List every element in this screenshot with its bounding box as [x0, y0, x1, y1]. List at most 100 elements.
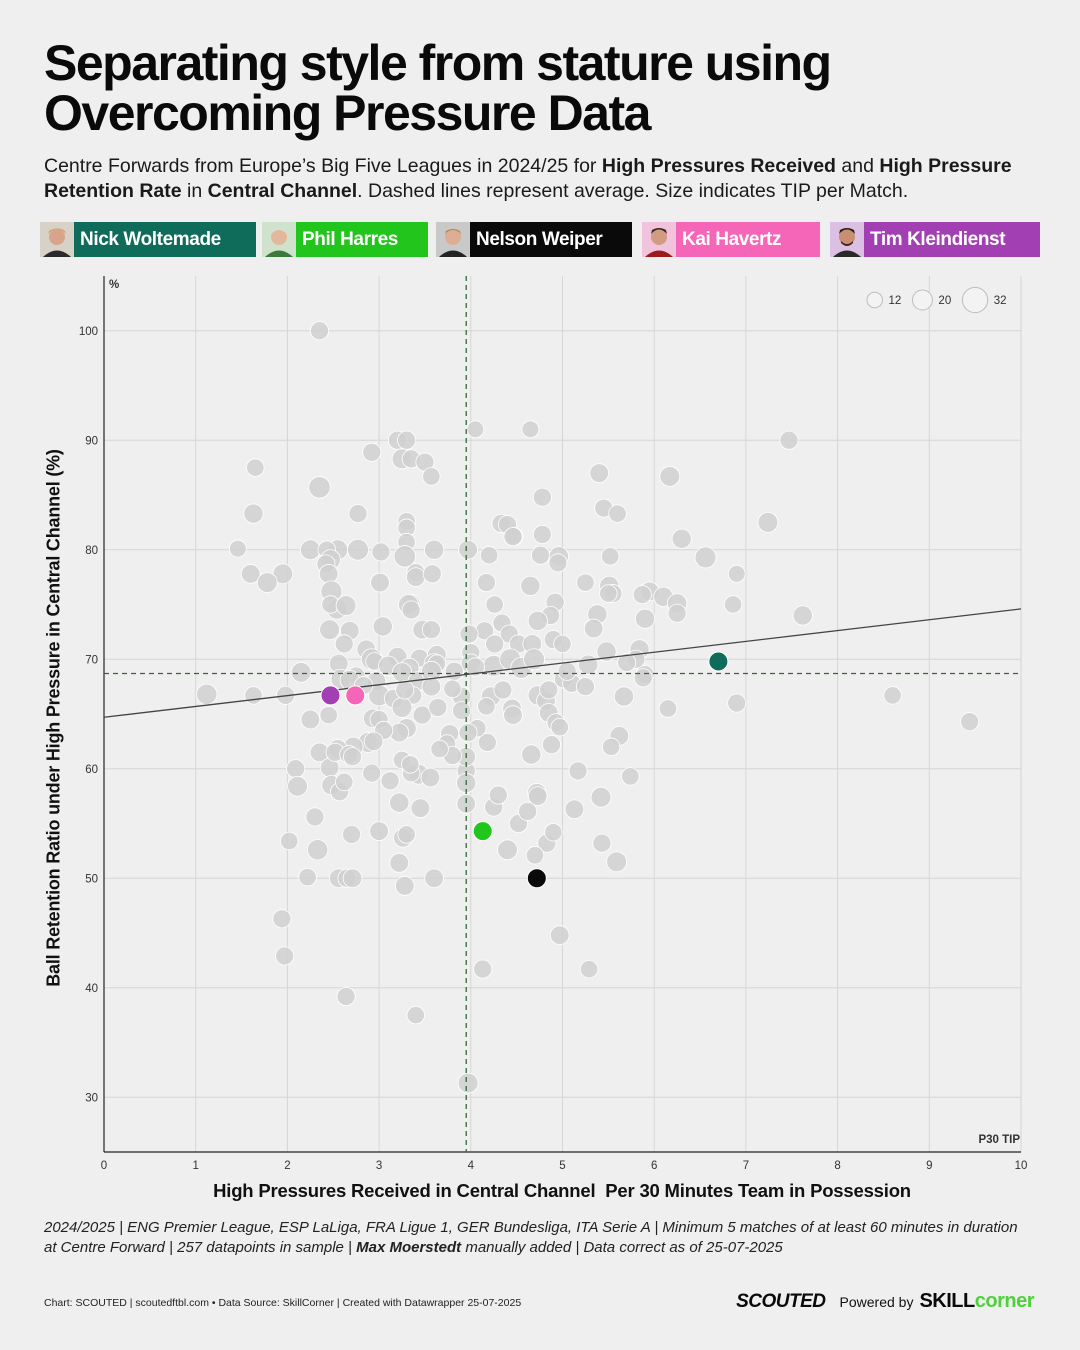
data-point: [290, 662, 312, 683]
data-point: [397, 430, 417, 450]
x-tick-label: 6: [651, 1160, 657, 1172]
player-tag-harres: Phil Harres: [262, 222, 428, 257]
data-point: [401, 600, 421, 620]
data-point: [532, 487, 552, 507]
data-point: [336, 987, 356, 1007]
data-point: [421, 620, 441, 640]
data-point: [601, 737, 621, 757]
data-point: [617, 653, 637, 673]
data-point: [488, 785, 508, 805]
size-legend-label: 32: [994, 295, 1007, 307]
data-point: [335, 772, 354, 792]
data-point: [493, 680, 513, 700]
data-point: [286, 759, 306, 779]
data-point: [406, 1005, 425, 1025]
data-point: [503, 527, 523, 547]
highlighted-point: [526, 868, 547, 889]
title-line-2: Overcoming Pressure Data: [44, 85, 651, 141]
data-point: [485, 595, 504, 614]
data-point: [362, 763, 382, 783]
x-tick-label: 0: [101, 1160, 107, 1172]
data-point: [405, 567, 426, 587]
data-point: [589, 463, 609, 483]
data-point: [477, 697, 496, 716]
data-point: [318, 564, 339, 584]
data-point: [632, 585, 652, 605]
x-tick-label: 3: [376, 1160, 382, 1172]
data-point: [727, 564, 746, 583]
player-photo-icon: [830, 222, 864, 257]
y-unit-label: %: [109, 279, 119, 291]
data-point: [244, 686, 263, 705]
data-point: [240, 564, 261, 584]
player-legend: Nick Woltemade Phil Harres Nelson Weiper…: [40, 222, 1040, 258]
data-point: [659, 466, 681, 487]
size-legend-circle: [961, 286, 989, 314]
data-point: [596, 641, 617, 662]
data-point: [452, 701, 472, 721]
size-legend-circle: [911, 289, 933, 311]
data-point: [243, 503, 264, 524]
data-point: [256, 572, 278, 593]
highlighted-point: [472, 821, 493, 842]
data-point: [370, 572, 390, 593]
data-point: [298, 867, 317, 887]
footnote-line-2-end: manually added | Data correct as of 25-0…: [461, 1239, 783, 1256]
data-point: [395, 680, 415, 700]
data-point: [576, 573, 595, 592]
size-legend-circle: [866, 291, 883, 309]
data-point: [459, 624, 479, 644]
data-point: [592, 833, 612, 853]
x-tick-label: 2: [284, 1160, 290, 1172]
data-point: [309, 321, 329, 341]
data-point: [371, 542, 391, 562]
y-tick-label: 80: [85, 545, 98, 557]
player-name: Tim Kleindienst: [870, 228, 1006, 250]
data-point: [723, 595, 743, 614]
footnote-line-2: at Centre Forward | 257 datapoints in sa…: [44, 1239, 357, 1256]
skillcorner-logo-accent: corner: [974, 1290, 1035, 1312]
data-point: [287, 775, 308, 797]
x-tick-label: 4: [468, 1160, 475, 1172]
size-legend-label: 12: [888, 295, 901, 307]
data-point: [530, 545, 550, 565]
data-point: [363, 731, 384, 752]
data-point: [380, 771, 400, 791]
x-tick-label: 1: [192, 1160, 198, 1172]
data-point: [410, 798, 431, 818]
data-point: [599, 584, 618, 603]
data-point: [196, 683, 218, 705]
player-photo-icon: [642, 222, 676, 257]
data-point: [667, 603, 687, 623]
player-tag-woltemade: Nick Woltemade: [40, 222, 256, 257]
data-point: [527, 786, 548, 806]
x-tick-label: 8: [834, 1160, 840, 1172]
title-line-1: Separating style from stature using: [44, 35, 832, 91]
subtitle-text: . Dashed lines represent average. Size i…: [357, 180, 909, 202]
data-point: [518, 801, 538, 821]
data-point: [579, 959, 599, 979]
x-tick-label: 10: [1015, 1160, 1028, 1172]
data-point: [391, 697, 413, 718]
data-point: [479, 546, 499, 565]
y-tick-label: 90: [85, 435, 98, 447]
x-tick-label: 9: [926, 1160, 932, 1172]
data-point: [497, 839, 518, 861]
data-point: [523, 648, 545, 671]
data-point: [272, 909, 292, 929]
data-point: [424, 539, 445, 560]
data-point: [307, 839, 329, 861]
data-point: [305, 807, 325, 827]
player-name: Nick Woltemade: [80, 228, 221, 250]
data-point: [621, 767, 640, 786]
data-point: [319, 619, 340, 641]
footnote-line-1: 2024/2025 | ENG Premier League, ESP LaLi…: [44, 1219, 1018, 1236]
y-tick-label: 60: [85, 764, 98, 776]
data-point: [342, 868, 363, 889]
size-legend-label: 20: [938, 295, 951, 307]
skillcorner-logo: SKILL: [919, 1290, 975, 1312]
footnote: 2024/2025 | ENG Premier League, ESP LaLi…: [44, 1218, 1044, 1258]
data-point: [299, 539, 321, 561]
data-point: [308, 476, 331, 499]
